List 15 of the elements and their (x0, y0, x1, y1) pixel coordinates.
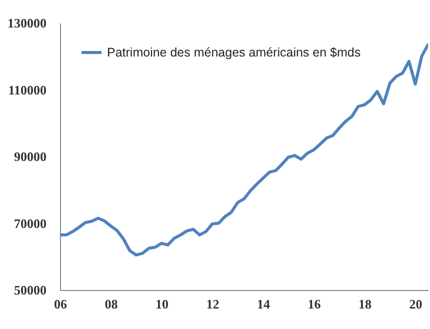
y-tick-label: 70000 (14, 216, 46, 231)
x-tick-label: 10 (156, 296, 169, 312)
legend-label: Patrimoine des ménages américains en $mds (107, 46, 361, 60)
y-tick-label: 90000 (14, 149, 46, 164)
y-tick-label: 50000 (14, 282, 46, 298)
x-tick-label: 08 (104, 296, 118, 312)
y-tick-label: 130000 (8, 16, 46, 30)
x-tick-label: 16 (308, 296, 322, 312)
x-tick-label: 12 (206, 296, 220, 312)
x-tick-label: 18 (358, 296, 372, 312)
x-tick-label: 06 (54, 296, 68, 312)
y-tick-label: 110000 (8, 82, 46, 98)
x-tick-label: 20 (409, 296, 422, 312)
line-series (60, 43, 428, 256)
x-tick-label: 14 (257, 296, 271, 312)
